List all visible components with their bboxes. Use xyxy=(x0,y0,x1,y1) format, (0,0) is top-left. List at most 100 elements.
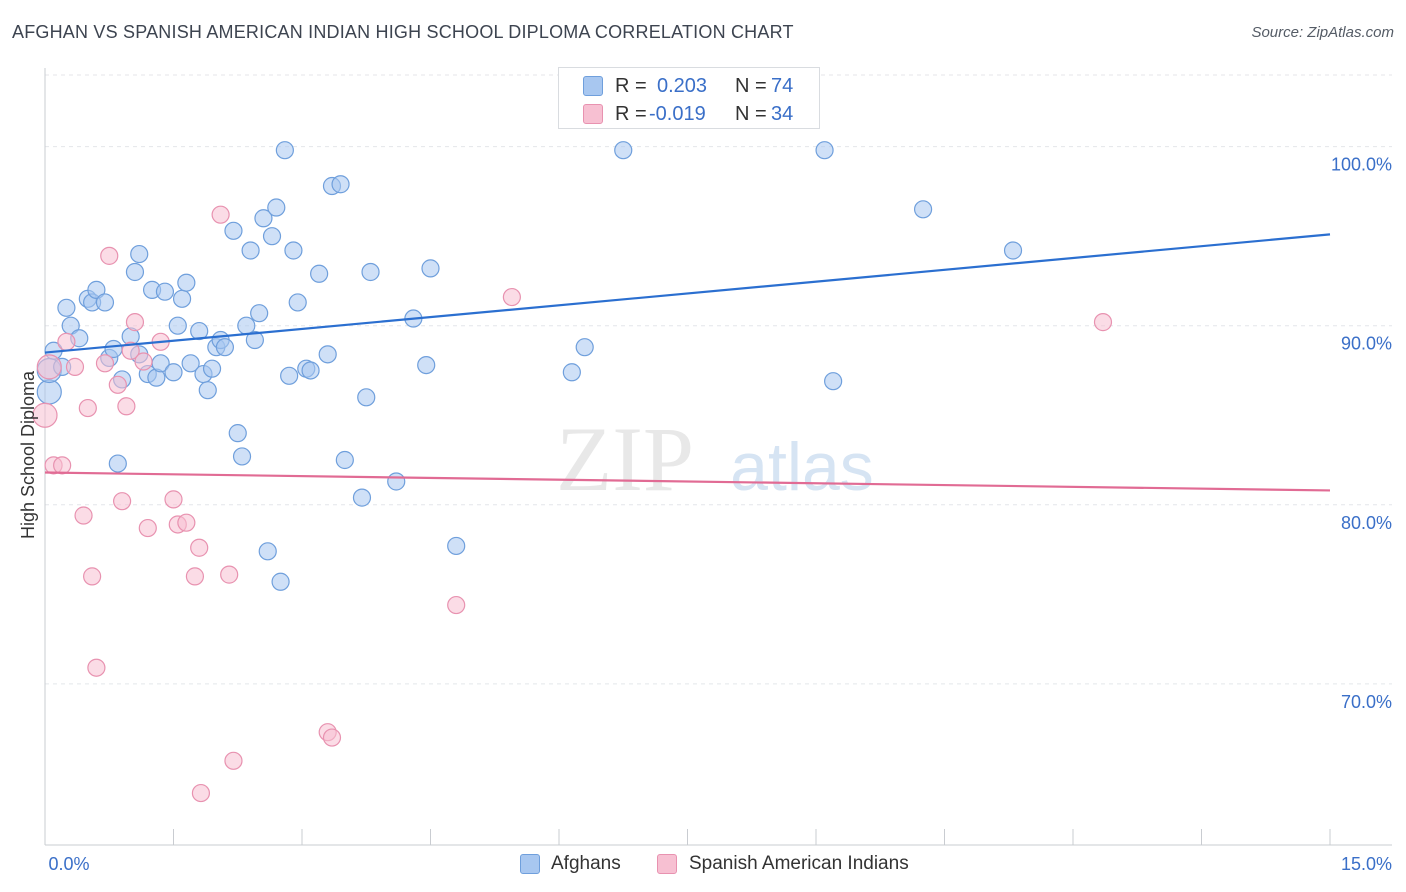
n-label: N = xyxy=(735,103,767,125)
data-point xyxy=(95,354,115,373)
data-point xyxy=(310,264,329,283)
data-point xyxy=(245,330,264,350)
spanish-american-indians-legend-swatch xyxy=(657,854,677,874)
data-point xyxy=(228,424,247,443)
y-tick-label: 70.0% xyxy=(1341,692,1392,712)
data-point xyxy=(258,542,277,561)
data-point xyxy=(614,141,633,160)
data-point xyxy=(87,658,106,677)
data-point xyxy=(575,338,594,357)
data-point xyxy=(913,200,933,219)
data-point xyxy=(138,518,157,538)
data-point xyxy=(191,783,211,803)
data-point xyxy=(190,538,209,557)
data-point xyxy=(447,595,466,615)
data-point xyxy=(275,141,294,160)
data-point xyxy=(53,456,72,475)
spanish-american-indians-swatch xyxy=(583,104,603,124)
data-point xyxy=(172,289,192,308)
data-point xyxy=(177,273,196,292)
data-point xyxy=(241,241,260,260)
data-point xyxy=(271,572,290,591)
data-point xyxy=(134,352,153,371)
data-point xyxy=(100,246,119,265)
data-point xyxy=(417,355,436,375)
data-point xyxy=(232,447,252,466)
data-point xyxy=(824,372,843,391)
stats-legend-row-afghans: R = 0.203 N = 74 xyxy=(559,72,819,100)
axes xyxy=(44,68,1392,846)
data-point xyxy=(387,472,406,491)
x-tick-label-start: 0.0% xyxy=(48,854,89,874)
data-points xyxy=(32,141,1113,803)
data-point xyxy=(352,488,372,507)
data-point xyxy=(130,244,149,264)
data-point xyxy=(57,332,76,351)
trend-lines xyxy=(44,233,1331,492)
data-point xyxy=(335,450,354,470)
data-point xyxy=(562,363,581,382)
data-point xyxy=(211,205,230,224)
data-point xyxy=(181,354,200,373)
data-point xyxy=(87,280,106,299)
y-tick-label: 100.0% xyxy=(1331,155,1392,175)
data-point xyxy=(357,388,376,407)
data-point xyxy=(198,381,217,400)
data-point xyxy=(108,454,127,473)
n-value: 74 xyxy=(771,75,794,97)
stats-legend-row-spanish-american-indians: R = -0.019 N = 34 xyxy=(559,100,819,128)
r-value: 0.203 xyxy=(657,75,708,97)
trend-line-spanish-american-indians xyxy=(44,471,1331,492)
chart-title: AFGHAN VS SPANISH AMERICAN INDIAN HIGH S… xyxy=(12,22,794,42)
data-point xyxy=(95,293,115,312)
data-point xyxy=(125,313,145,332)
y-axis-label: High School Diploma xyxy=(18,370,38,539)
r-label: R = xyxy=(615,103,647,125)
n-value: 34 xyxy=(771,103,794,125)
data-point xyxy=(36,354,62,380)
data-point xyxy=(108,375,127,394)
data-point xyxy=(502,287,521,307)
spanish-american-indians-legend-label: Spanish American Indians xyxy=(689,853,909,874)
watermark-zip: ZIP xyxy=(556,408,694,510)
data-point xyxy=(164,490,183,509)
data-point xyxy=(815,141,834,160)
data-point xyxy=(177,513,196,532)
data-point xyxy=(36,379,62,405)
data-point xyxy=(215,338,234,357)
data-point xyxy=(301,361,320,380)
tick-labels: 70.0% 80.0% 90.0% 100.0% 0.0% 15.0% xyxy=(48,155,1392,874)
data-point xyxy=(447,536,466,556)
data-point xyxy=(57,298,76,317)
n-label: N = xyxy=(735,75,767,97)
data-point xyxy=(112,492,132,511)
series-spanish-american-indians-points xyxy=(32,205,1113,803)
y-tick-label: 80.0% xyxy=(1341,513,1392,533)
series-afghans-points xyxy=(36,141,1023,591)
y-tick-label: 90.0% xyxy=(1341,334,1392,354)
data-point xyxy=(250,304,269,323)
afghans-legend-label: Afghans xyxy=(551,853,621,874)
data-point xyxy=(121,341,140,360)
data-point xyxy=(202,359,222,378)
data-point xyxy=(322,728,342,747)
watermark: ZIP atlas xyxy=(556,408,874,510)
data-point xyxy=(421,259,440,278)
trend-line-afghans xyxy=(44,233,1331,354)
data-point xyxy=(331,175,350,194)
data-point xyxy=(284,241,303,260)
data-point xyxy=(78,398,97,418)
data-point xyxy=(220,565,239,584)
data-point xyxy=(224,221,243,240)
data-point xyxy=(74,506,93,525)
data-point xyxy=(267,198,286,217)
data-point xyxy=(190,321,209,341)
data-point xyxy=(1003,241,1023,260)
data-point xyxy=(32,402,58,428)
data-point xyxy=(262,227,282,246)
data-point xyxy=(65,357,85,376)
data-point xyxy=(155,282,175,301)
stats-legend: R = 0.203 N = 74 R = -0.019 N = 34 xyxy=(558,67,820,129)
gridlines xyxy=(45,74,1392,685)
